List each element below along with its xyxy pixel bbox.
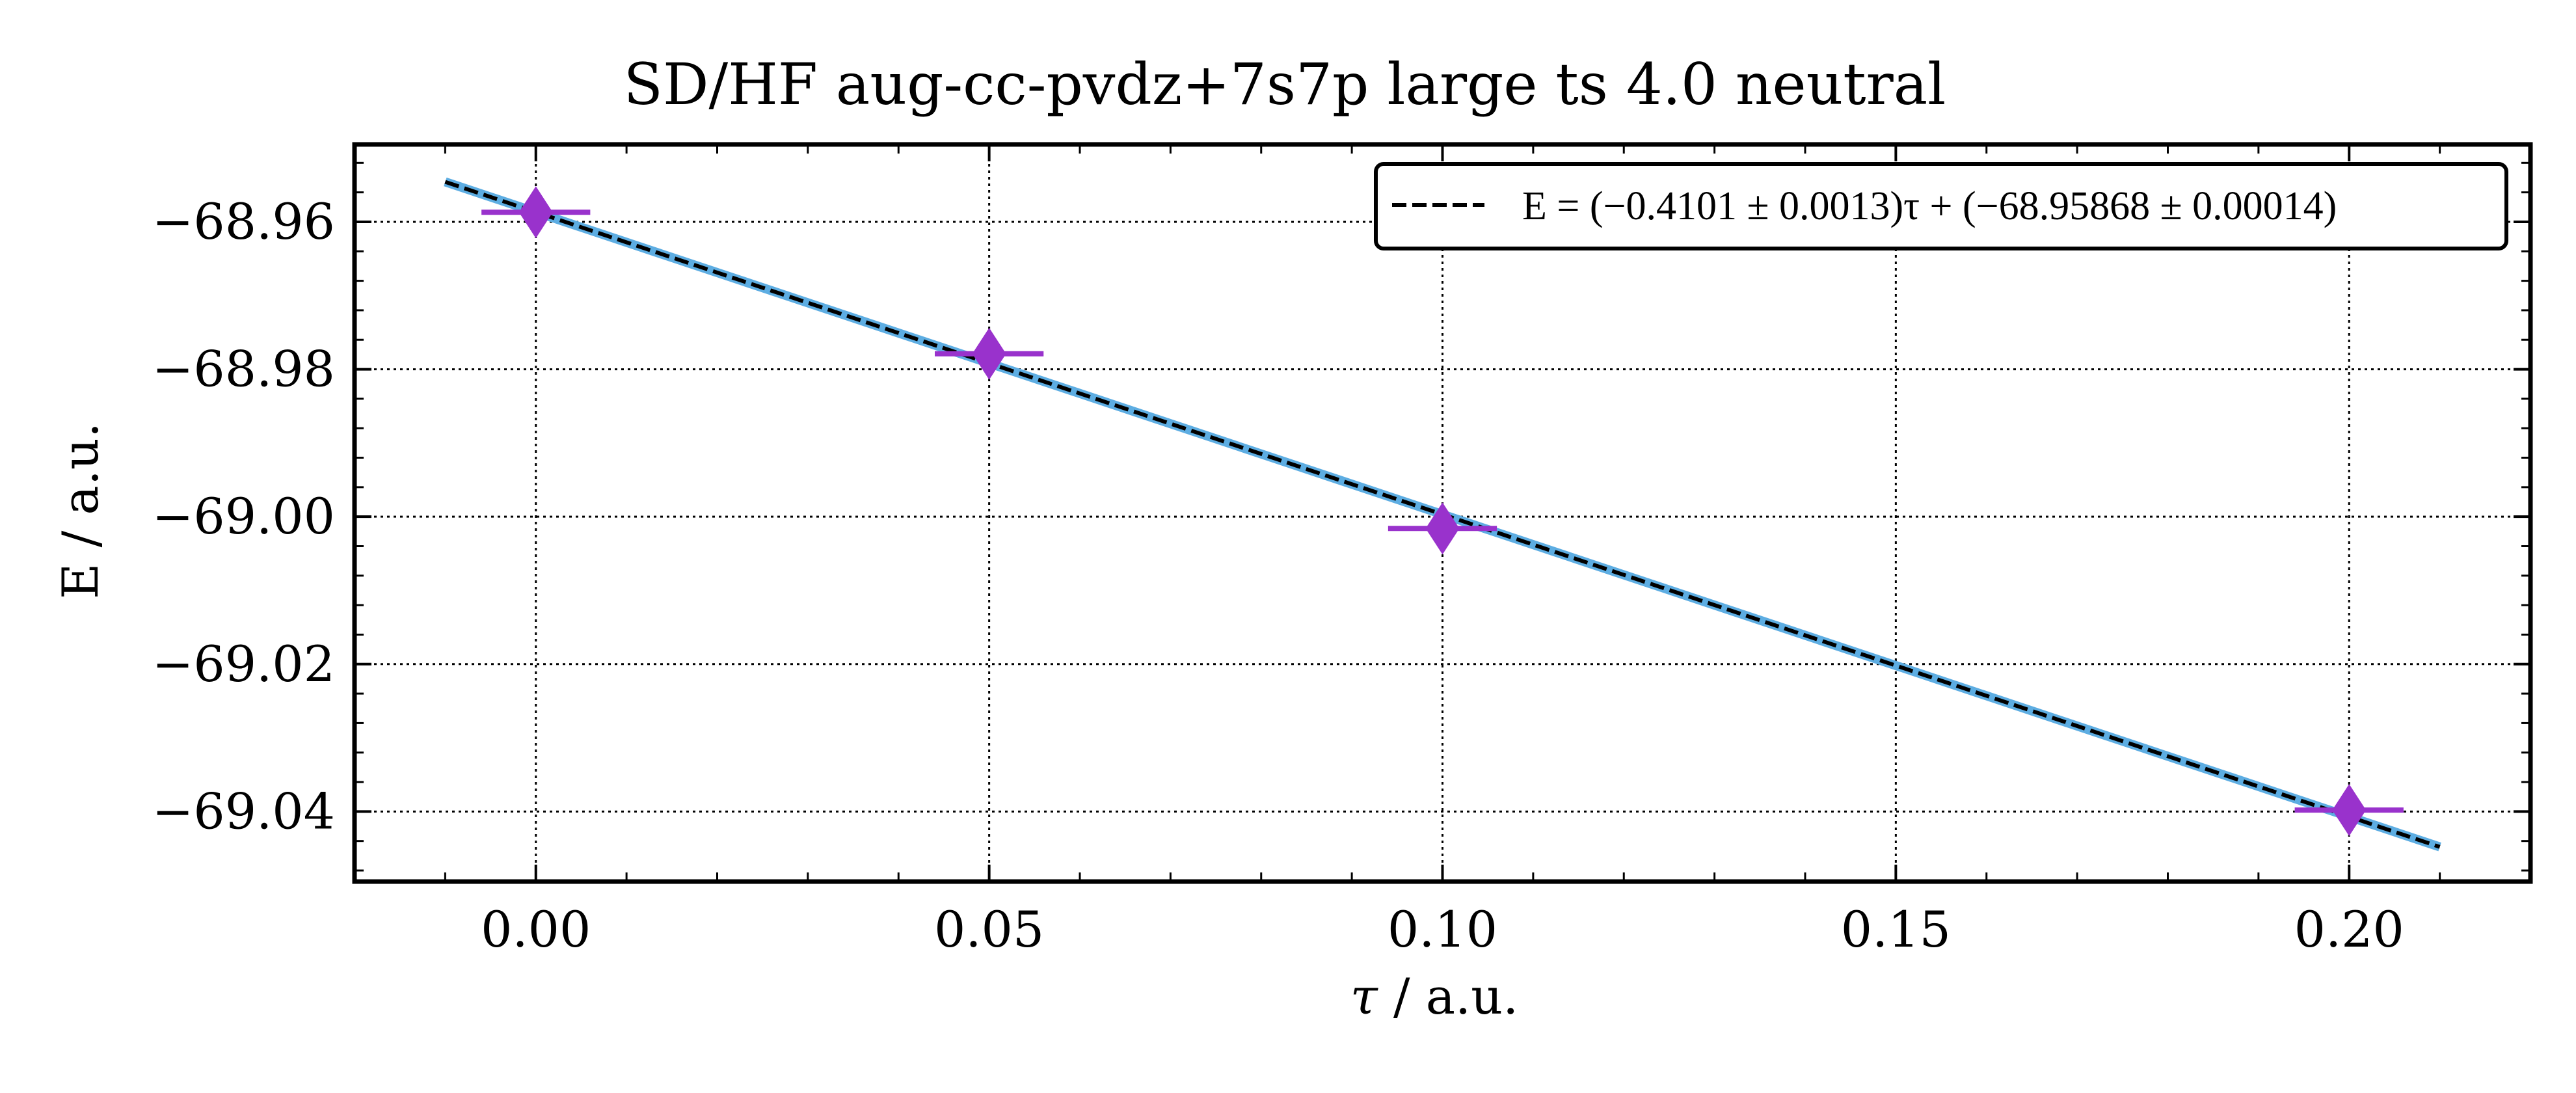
x-tick-label: 0.20 (2294, 900, 2404, 958)
y-tick-label: −68.96 (152, 193, 335, 250)
data-point (518, 186, 553, 239)
x-tick-label: 0.00 (481, 900, 591, 958)
y-tick-labels: −68.96 −68.98 −69.00 −69.02 −69.04 (152, 193, 335, 840)
legend-label: E = (−0.4101 ± 0.0013)τ + (−68.95868 ± 0… (1522, 184, 2337, 228)
plot-frame (352, 142, 2533, 884)
y-tick-label: −69.02 (152, 635, 335, 693)
data-point (1425, 502, 1460, 555)
x-axis-unit: / a.u. (1378, 967, 1519, 1025)
data-point (972, 327, 1006, 380)
x-axis-label: τ / a.u. (1350, 967, 1519, 1025)
x-tick-label: 0.10 (1388, 900, 1497, 958)
x-tick-label: 0.15 (1841, 900, 1951, 958)
x-tick-labels: 0.00 0.05 0.10 0.15 0.20 (481, 900, 2404, 958)
x-axis-symbol: τ (1350, 967, 1379, 1025)
y-tick-label: −68.98 (152, 340, 335, 398)
data-point (2332, 784, 2367, 837)
y-tick-label: −69.00 (152, 487, 335, 545)
legend-box (1374, 162, 2508, 250)
x-tick-label: 0.05 (934, 900, 1044, 958)
data-points (481, 186, 2404, 837)
y-tick-label: −69.04 (152, 782, 335, 840)
legend: E = (−0.4101 ± 0.0013)τ + (−68.95868 ± 0… (1374, 162, 2508, 250)
chart-title: SD/HF aug-cc-pvdz+7s7p large ts 4.0 neut… (624, 51, 1946, 118)
y-axis-label: E / a.u. (51, 422, 109, 599)
